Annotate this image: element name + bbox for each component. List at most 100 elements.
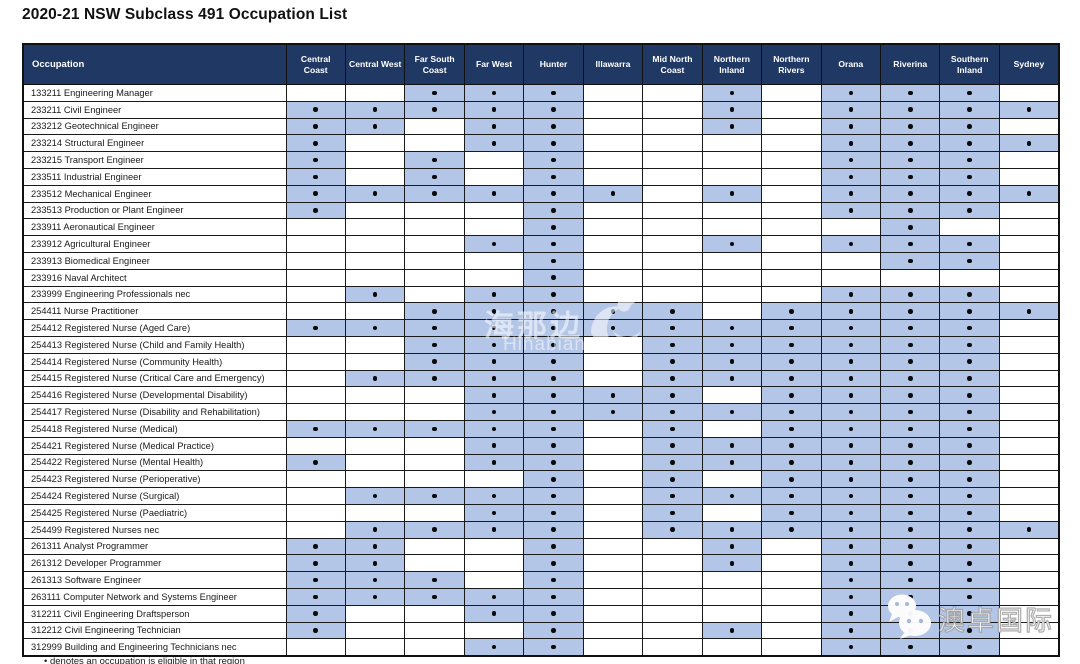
eligibility-cell-far-west [463, 352, 525, 371]
eligible-dot [967, 174, 972, 180]
eligibility-cell-southern-inland [939, 571, 1000, 589]
eligibility-cell-hunter [523, 268, 584, 287]
eligibility-cell-central-coast [285, 554, 346, 573]
eligible-dot [670, 476, 675, 482]
eligibility-cell-central-west [344, 285, 406, 304]
eligible-dot [967, 409, 972, 415]
eligibility-cell-mid-north-coast [642, 335, 703, 354]
eligible-dot [432, 527, 437, 532]
eligibility-cell-riverina [880, 587, 941, 606]
eligible-dot [313, 577, 319, 583]
eligible-dot [848, 544, 854, 549]
occupation-cell: 254425 Registered Nurse (Paediatric) [22, 503, 287, 522]
eligibility-cell-central-coast [285, 369, 346, 388]
eligibility-cell-hunter [523, 167, 584, 186]
eligibility-cell-northern-inland [701, 520, 763, 539]
eligible-dot [551, 443, 556, 448]
eligibility-cell-riverina [880, 453, 941, 472]
eligible-dot [491, 392, 497, 398]
eligible-dot [491, 124, 497, 129]
eligibility-cell-sydney [998, 251, 1060, 270]
eligible-dot [848, 376, 854, 381]
eligible-dot [610, 325, 616, 331]
column-header-sydney: Sydney [998, 43, 1060, 85]
eligibility-cell-far-west [463, 436, 525, 455]
eligible-dot [372, 107, 378, 112]
eligibility-cell-mid-north-coast [642, 201, 703, 220]
eligible-dot [1026, 191, 1032, 196]
eligibility-cell-mid-north-coast [642, 537, 703, 556]
eligibility-cell-far-south-coast [404, 352, 465, 371]
eligibility-cell-riverina [880, 235, 941, 253]
eligibility-cell-hunter [523, 369, 584, 388]
eligibility-cell-hunter [523, 604, 584, 623]
eligibility-cell-orana [820, 520, 882, 539]
eligibility-cell-illawarra [582, 335, 644, 354]
eligibility-cell-orana [820, 470, 882, 489]
eligible-dot [729, 493, 735, 499]
eligibility-cell-orana [820, 386, 882, 405]
eligibility-cell-far-west [463, 319, 525, 337]
eligible-dot [907, 191, 913, 196]
eligibility-cell-hunter [523, 587, 584, 606]
eligible-dot [907, 292, 913, 297]
eligible-dot [670, 359, 675, 364]
eligible-dot [729, 191, 735, 196]
eligibility-cell-sydney [998, 571, 1060, 589]
eligibility-cell-northern-rivers [761, 419, 822, 438]
occupation-cell: 312999 Building and Engineering Technici… [22, 638, 287, 657]
eligibility-cell-far-west [463, 218, 525, 237]
occupation-cell: 254499 Registered Nurses nec [22, 520, 287, 539]
eligible-dot [907, 174, 913, 180]
eligibility-cell-mid-north-coast [642, 604, 703, 623]
eligibility-cell-far-south-coast [404, 251, 465, 270]
eligible-dot [967, 611, 972, 616]
eligible-dot [491, 191, 497, 196]
eligible-dot [967, 359, 972, 364]
eligible-dot [432, 376, 437, 381]
eligibility-cell-orana [820, 638, 882, 657]
eligible-dot [551, 292, 556, 297]
eligibility-cell-far-west [463, 638, 525, 657]
eligibility-cell-central-west [344, 201, 406, 220]
eligibility-cell-far-west [463, 571, 525, 589]
eligibility-cell-far-west [463, 268, 525, 287]
eligibility-cell-northern-rivers [761, 184, 822, 203]
eligibility-cell-central-west [344, 117, 406, 136]
eligibility-cell-central-west [344, 84, 406, 102]
eligible-dot [848, 611, 854, 616]
eligibility-cell-mid-north-coast [642, 386, 703, 405]
occupation-cell: 254418 Registered Nurse (Medical) [22, 419, 287, 438]
eligibility-cell-far-west [463, 235, 525, 253]
eligibility-cell-mid-north-coast [642, 453, 703, 472]
eligibility-cell-orana [820, 319, 882, 337]
eligibility-cell-sydney [998, 319, 1060, 337]
eligible-dot [907, 544, 913, 549]
eligibility-cell-mid-north-coast [642, 419, 703, 438]
table-row: 233913 Biomedical Engineer [22, 251, 1060, 270]
eligibility-cell-far-west [463, 503, 525, 522]
eligibility-cell-central-west [344, 268, 406, 287]
eligible-dot [551, 628, 556, 633]
eligible-dot [551, 140, 556, 146]
column-header-mid-north-coast: Mid North Coast [642, 43, 703, 85]
occupation-cell: 233214 Structural Engineer [22, 134, 287, 153]
eligibility-cell-northern-rivers [761, 201, 822, 220]
eligible-dot [967, 544, 972, 549]
eligibility-cell-riverina [880, 487, 941, 505]
eligibility-cell-far-west [463, 335, 525, 354]
eligibility-cell-orana [820, 218, 882, 237]
eligibility-cell-southern-inland [939, 436, 1000, 455]
eligibility-cell-northern-inland [701, 134, 763, 153]
eligible-dot [729, 560, 735, 566]
eligibility-cell-northern-rivers [761, 470, 822, 489]
eligible-dot [491, 527, 497, 532]
eligible-dot [848, 577, 854, 583]
eligibility-cell-mid-north-coast [642, 134, 703, 153]
eligible-dot [789, 426, 794, 432]
eligibility-cell-sydney [998, 436, 1060, 455]
eligible-dot [729, 409, 735, 415]
eligible-dot [551, 426, 556, 432]
eligibility-cell-illawarra [582, 520, 644, 539]
eligibility-cell-northern-rivers [761, 537, 822, 556]
